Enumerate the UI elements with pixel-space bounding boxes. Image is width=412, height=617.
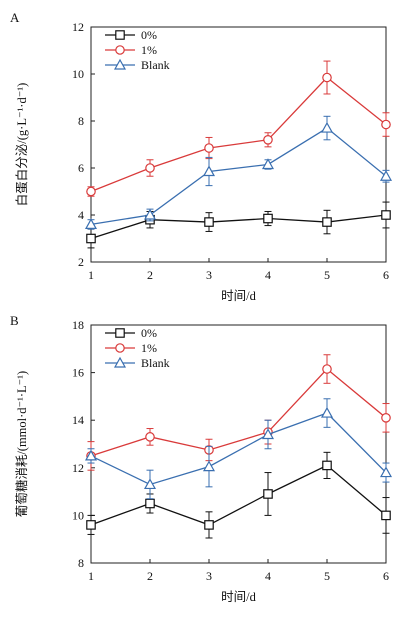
data-point xyxy=(145,432,155,442)
data-point xyxy=(204,520,214,530)
legend: 0%1%Blank xyxy=(105,326,170,370)
data-point xyxy=(113,58,127,70)
y-tick-label: 10 xyxy=(72,67,84,81)
series-1one xyxy=(86,354,391,471)
data-point xyxy=(322,72,332,83)
x-tick-label: 3 xyxy=(206,569,212,583)
y-tick-label: 12 xyxy=(72,20,84,34)
data-point xyxy=(115,328,125,338)
legend-entry: Blank xyxy=(141,58,170,72)
x-tick-label: 4 xyxy=(265,569,271,583)
series-blank xyxy=(84,115,393,230)
series-line xyxy=(90,127,387,226)
data-point xyxy=(263,213,273,224)
x-tick-label: 3 xyxy=(206,268,212,282)
x-tick-label: 4 xyxy=(265,268,271,282)
data-point xyxy=(84,449,98,461)
x-tick-label: 2 xyxy=(147,268,153,282)
plot-frame xyxy=(90,324,387,564)
series-line xyxy=(90,214,387,240)
x-tick-label: 1 xyxy=(88,268,94,282)
data-point xyxy=(263,135,273,145)
data-point xyxy=(263,489,273,499)
y-tick-label: 18 xyxy=(72,318,84,332)
legend-entry: Blank xyxy=(141,356,170,370)
series-line xyxy=(90,368,387,457)
series-line xyxy=(90,412,387,486)
y-axis-label: 白蛋白分泌/(g·L⁻¹·d⁻¹) xyxy=(14,83,29,206)
data-point xyxy=(115,45,125,55)
data-point xyxy=(86,186,96,197)
series-line xyxy=(90,464,387,526)
data-point xyxy=(143,478,157,490)
y-tick-label: 14 xyxy=(72,413,84,427)
x-tick-label: 5 xyxy=(324,569,330,583)
data-point xyxy=(381,413,391,423)
data-point xyxy=(145,498,155,509)
data-point xyxy=(379,466,393,478)
x-tick-label: 1 xyxy=(88,569,94,583)
x-axis-label: 时间/d xyxy=(221,590,256,604)
x-tick-label: 2 xyxy=(147,569,153,583)
panel-label: A xyxy=(10,10,20,25)
legend-entry: 1% xyxy=(141,341,157,355)
y-tick-label: 16 xyxy=(72,366,84,380)
data-point xyxy=(145,163,155,173)
series-0zero xyxy=(86,201,391,249)
x-tick-label: 5 xyxy=(324,268,330,282)
y-tick-label: 12 xyxy=(72,461,84,475)
data-point xyxy=(381,119,391,130)
legend-entry: 1% xyxy=(141,43,157,57)
series-blank xyxy=(84,398,393,500)
x-axis-label: 时间/d xyxy=(221,289,256,303)
x-tick-label: 6 xyxy=(383,569,389,583)
panel-label: B xyxy=(10,313,19,328)
data-point xyxy=(204,217,214,227)
data-point xyxy=(381,210,391,220)
legend: 0%1%Blank xyxy=(105,28,170,72)
data-point xyxy=(322,217,332,227)
y-tick-label: 4 xyxy=(78,208,84,222)
plot-frame xyxy=(90,26,387,263)
data-point xyxy=(84,218,98,229)
data-point xyxy=(202,460,216,472)
series-line xyxy=(90,76,387,193)
legend-entry: 0% xyxy=(141,28,157,42)
data-point xyxy=(320,406,334,418)
y-axis-label: 葡萄糖消耗/(mmol·d⁻¹·L⁻¹) xyxy=(14,371,29,517)
data-point xyxy=(115,343,125,353)
series-0zero xyxy=(86,451,391,539)
data-point xyxy=(261,428,275,440)
y-tick-label: 8 xyxy=(78,556,84,570)
y-tick-label: 8 xyxy=(78,114,84,128)
data-point xyxy=(115,30,125,40)
data-point xyxy=(322,364,332,374)
y-tick-label: 10 xyxy=(72,508,84,522)
data-point xyxy=(261,158,275,170)
data-point xyxy=(143,208,157,220)
legend-entry: 0% xyxy=(141,326,157,340)
data-point xyxy=(204,143,214,153)
x-tick-label: 6 xyxy=(383,268,389,282)
data-point xyxy=(381,510,391,521)
data-point xyxy=(379,169,393,181)
data-point xyxy=(202,165,216,177)
data-point xyxy=(320,121,334,133)
data-point xyxy=(86,520,96,530)
series-1one xyxy=(86,60,391,197)
data-point xyxy=(322,460,332,471)
y-tick-label: 6 xyxy=(78,161,84,175)
data-point xyxy=(86,233,96,244)
data-point xyxy=(113,356,127,368)
y-tick-label: 2 xyxy=(78,255,84,269)
